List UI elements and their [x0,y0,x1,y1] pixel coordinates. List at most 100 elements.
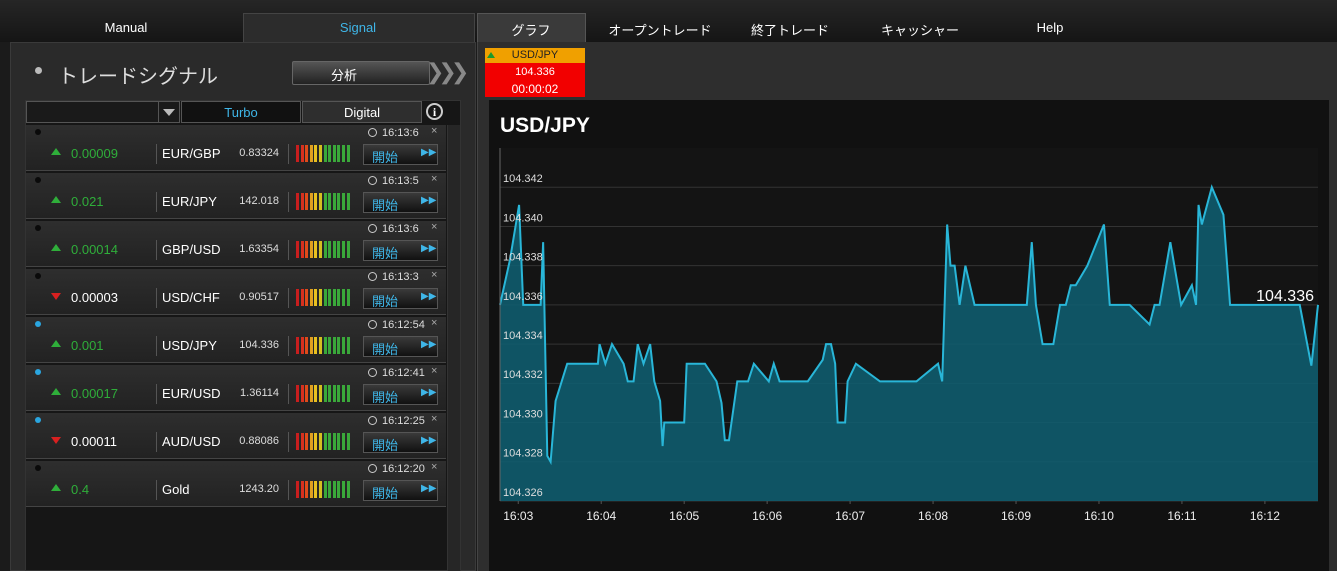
nav-tab[interactable]: Help [1036,20,1064,35]
price-divider [288,192,289,212]
price-divider [288,480,289,500]
clock-icon [368,368,377,377]
strength-bar [332,289,336,306]
signal-pair: EUR/GBP [162,146,221,161]
signal-price: 104.336 [239,339,279,351]
strength-bar [314,193,318,210]
signal-change: 0.00014 [71,242,118,257]
strength-bar [309,481,313,498]
signal-tab[interactable] [302,101,422,123]
strength-bar [346,337,350,354]
price-divider [288,240,289,260]
strength-bar [337,337,341,354]
strength-bar [300,193,304,210]
nav-tab[interactable]: キャッシャー [880,23,959,38]
dropdown-caret [163,109,175,116]
strength-bar [342,193,345,210]
signal-time: 16:13:6 [382,127,419,139]
ticker-head [485,48,585,63]
signal-pair: USD/JPY [162,338,217,353]
line [499,184,1319,466]
close-icon[interactable]: × [431,365,438,377]
y-tick-label: 104.338 [503,252,543,264]
x-tick-label: 16:11 [1167,509,1196,523]
strength-bar [309,433,313,450]
status-dot [35,465,41,471]
start-label: 開始 [372,150,399,165]
start-button[interactable] [363,288,438,309]
y-tick-label: 104.326 [503,487,543,499]
filter-dropdown[interactable] [26,101,180,123]
area [500,187,1318,501]
signal-price: 0.83324 [239,147,279,159]
direction-arrow [51,244,61,251]
signal-change: 0.021 [71,194,104,209]
strength-bar [332,337,336,354]
strength-bar [296,241,299,258]
signal-change: 0.4 [71,482,90,497]
pair-divider [156,336,157,356]
start-button[interactable] [363,192,438,213]
strength-bar [305,241,309,258]
strength-bar [332,145,336,162]
chart-title: USD/JPY [500,114,590,137]
strength-bar [332,385,336,402]
strength-bar [346,193,350,210]
close-icon[interactable]: × [431,269,438,281]
strength-bar [296,289,299,306]
price-divider [288,288,289,308]
start-button[interactable] [363,480,438,501]
start-button[interactable] [363,144,438,165]
clock-icon [368,128,377,137]
strength-bar [309,385,313,402]
strength-bar [314,145,318,162]
start-button[interactable] [363,336,438,357]
pair-divider [156,288,157,308]
x-tick-label: 16:12 [1250,509,1280,523]
close-icon[interactable]: × [431,317,438,329]
start-label: 開始 [372,342,399,357]
info-icon[interactable]: i [426,103,443,120]
strength-bar [346,289,350,306]
x-tick-label: 16:08 [918,509,948,523]
strength-bar [342,145,345,162]
clock-icon [368,272,377,281]
signal-change: 0.001 [71,338,104,353]
strength-bar [319,193,322,210]
close-icon[interactable]: × [431,125,438,137]
strength-bar [319,289,322,306]
analyze-button[interactable] [292,61,430,85]
close-icon[interactable]: × [431,413,438,425]
start-button[interactable] [363,384,438,405]
signal-change: 0.00003 [71,290,118,305]
start-arrows: ▶▶ [421,243,437,254]
signal-price: 1243.20 [239,483,279,495]
signal-pair: USD/CHF [162,290,220,305]
signal-pair: GBP/USD [162,242,221,257]
strength-bar [300,481,304,498]
title-dot [35,67,42,74]
close-icon[interactable]: × [431,221,438,233]
start-button[interactable] [363,432,438,453]
strength-bar [296,481,299,498]
strength-bar [309,289,313,306]
strength-bar [319,145,322,162]
nav-tab[interactable]: Manual [104,20,148,35]
strength-bar [328,481,332,498]
nav-tab[interactable]: Signal [339,20,377,35]
strength-bar [328,385,332,402]
status-dot [35,225,41,231]
nav-tab[interactable]: グラフ [511,23,551,38]
strength-bar [309,193,313,210]
signal-change: 0.00011 [71,434,118,449]
signal-tab[interactable] [181,101,301,123]
close-icon[interactable]: × [431,173,438,185]
signal-time: 16:12:25 [382,415,425,427]
signal-price: 0.88086 [239,435,279,447]
nav-tab[interactable]: オープントレード [608,23,712,38]
start-button[interactable] [363,240,438,261]
nav-tab[interactable]: 終了トレード [750,23,829,38]
chart: USD/JPY 104.326 104.328 104.330 104.332 104.3… [489,100,1329,571]
close-icon[interactable]: × [431,461,438,473]
y-tick-label: 104.336 [503,291,543,303]
